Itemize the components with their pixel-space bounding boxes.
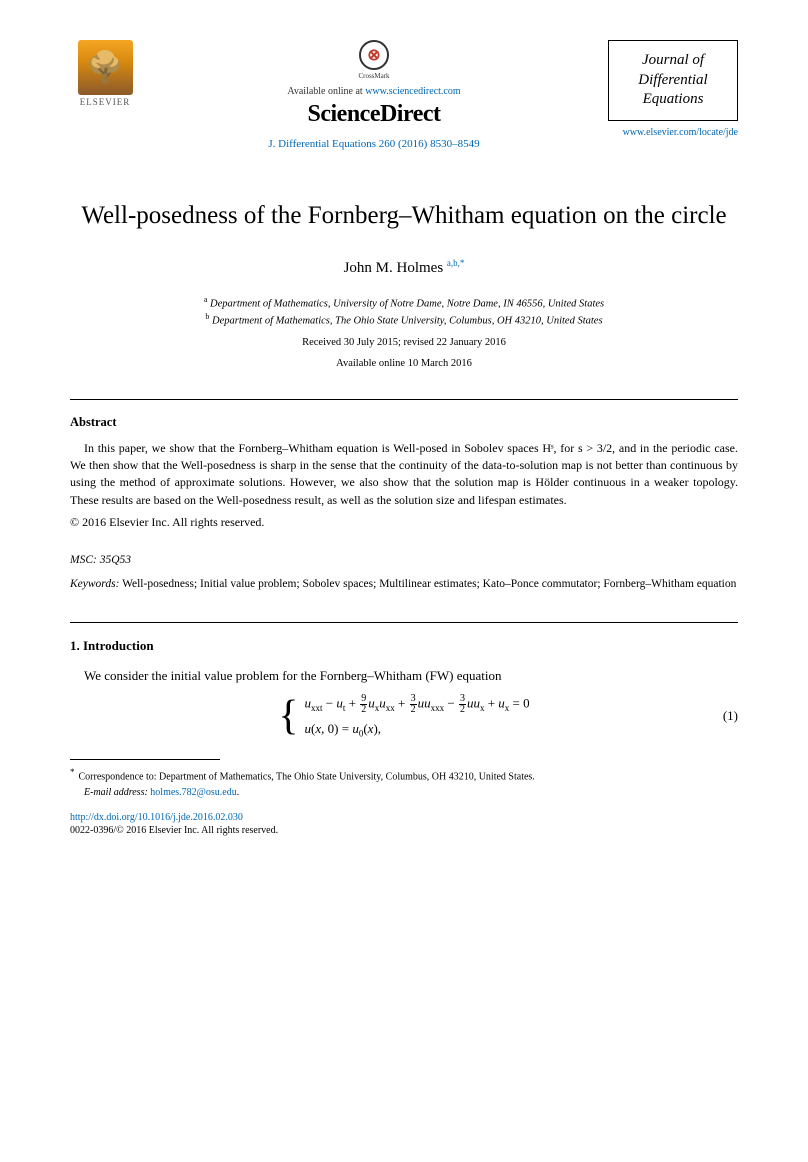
journal-name-line2: Differential	[617, 71, 729, 91]
journal-title-box: Journal of Differential Equations	[608, 40, 738, 121]
equation-number: (1)	[723, 708, 738, 724]
available-prefix: Available online at	[287, 86, 365, 97]
divider-bottom	[70, 622, 738, 623]
citation-line[interactable]: J. Differential Equations 260 (2016) 853…	[160, 138, 588, 150]
left-brace-icon: {	[278, 695, 298, 737]
author-affil-sup: a,b,	[447, 258, 460, 268]
correspondence-footnote: * Correspondence to: Department of Mathem…	[70, 766, 738, 784]
equation-1: { uxxt − ut + 92uxuxx + 32uuxxx − 32uux …	[70, 694, 738, 739]
keywords-value: Well-posedness; Initial value problem; S…	[122, 578, 736, 590]
abstract-text: In this paper, we show that the Fornberg…	[70, 440, 738, 510]
equation-line-1: uxxt − ut + 92uxuxx + 32uuxxx − 32uux + …	[305, 694, 530, 715]
author-line: John M. Holmes a,b,*	[70, 258, 738, 277]
available-online-date: Available online 10 March 2016	[70, 358, 738, 369]
msc-line: MSC: 35Q53	[70, 554, 738, 566]
journal-box-wrap: Journal of Differential Equations www.el…	[608, 40, 738, 138]
msc-value: 35Q53	[100, 554, 131, 566]
keywords-block: Keywords: Well-posedness; Initial value …	[70, 576, 738, 592]
elsevier-label: ELSEVIER	[70, 97, 140, 107]
elsevier-logo[interactable]: ELSEVIER	[70, 40, 140, 107]
affil-b-text: Department of Mathematics, The Ohio Stat…	[212, 316, 603, 327]
abstract-copyright: © 2016 Elsevier Inc. All rights reserved…	[70, 515, 738, 530]
issn-copyright: 0022-0396/© 2016 Elsevier Inc. All right…	[70, 825, 738, 836]
page-container: ELSEVIER ⊗ CrossMark Available online at…	[0, 0, 808, 866]
journal-locate-link[interactable]: www.elsevier.com/locate/jde	[623, 127, 738, 138]
article-title: Well-posedness of the Fornberg–Whitham e…	[70, 200, 738, 233]
journal-name-line3: Equations	[617, 90, 729, 110]
abstract-heading: Abstract	[70, 415, 738, 430]
equation-content: { uxxt − ut + 92uxuxx + 32uuxxx − 32uux …	[278, 694, 529, 739]
author-email-link[interactable]: holmes.782@osu.edu	[150, 787, 236, 798]
email-label: E-mail address:	[84, 787, 148, 798]
affiliation-a: a Department of Mathematics, University …	[70, 295, 738, 310]
author-name[interactable]: John M. Holmes	[344, 260, 444, 276]
footnote-rule	[70, 759, 220, 760]
sciencedirect-url-link[interactable]: www.sciencedirect.com	[365, 86, 460, 97]
header-center: ⊗ CrossMark Available online at www.scie…	[140, 40, 608, 150]
correspondence-text: Correspondence to: Department of Mathema…	[79, 771, 535, 782]
divider-top	[70, 399, 738, 400]
crossmark-label: CrossMark	[358, 72, 389, 80]
footnote-star-icon: *	[70, 767, 75, 777]
received-revised-date: Received 30 July 2015; revised 22 Januar…	[70, 337, 738, 348]
equation-line-2: u(x, 0) = u0(x),	[305, 721, 530, 739]
crossmark-icon: ⊗	[359, 40, 389, 70]
header-row: ELSEVIER ⊗ CrossMark Available online at…	[70, 40, 738, 150]
equation-lines: uxxt − ut + 92uxuxx + 32uuxxx − 32uux + …	[305, 694, 530, 739]
available-online-text: Available online at www.sciencedirect.co…	[160, 86, 588, 97]
email-suffix: .	[237, 787, 240, 798]
keywords-label: Keywords:	[70, 578, 119, 590]
crossmark-badge[interactable]: ⊗ CrossMark	[358, 40, 389, 80]
abstract-body: In this paper, we show that the Fornberg…	[70, 440, 738, 510]
email-footnote: E-mail address: holmes.782@osu.edu.	[70, 786, 738, 800]
introduction-heading: 1. Introduction	[70, 638, 738, 654]
msc-label: MSC:	[70, 554, 97, 566]
introduction-text: We consider the initial value problem fo…	[70, 668, 738, 684]
journal-name-line1: Journal of	[617, 51, 729, 71]
affiliation-b: b Department of Mathematics, The Ohio St…	[70, 312, 738, 327]
sciencedirect-logo: ScienceDirect	[160, 101, 588, 128]
author-corr-star: *	[460, 258, 465, 268]
doi-link[interactable]: http://dx.doi.org/10.1016/j.jde.2016.02.…	[70, 812, 738, 823]
affil-a-text: Department of Mathematics, University of…	[210, 298, 604, 309]
elsevier-tree-icon	[78, 40, 133, 95]
